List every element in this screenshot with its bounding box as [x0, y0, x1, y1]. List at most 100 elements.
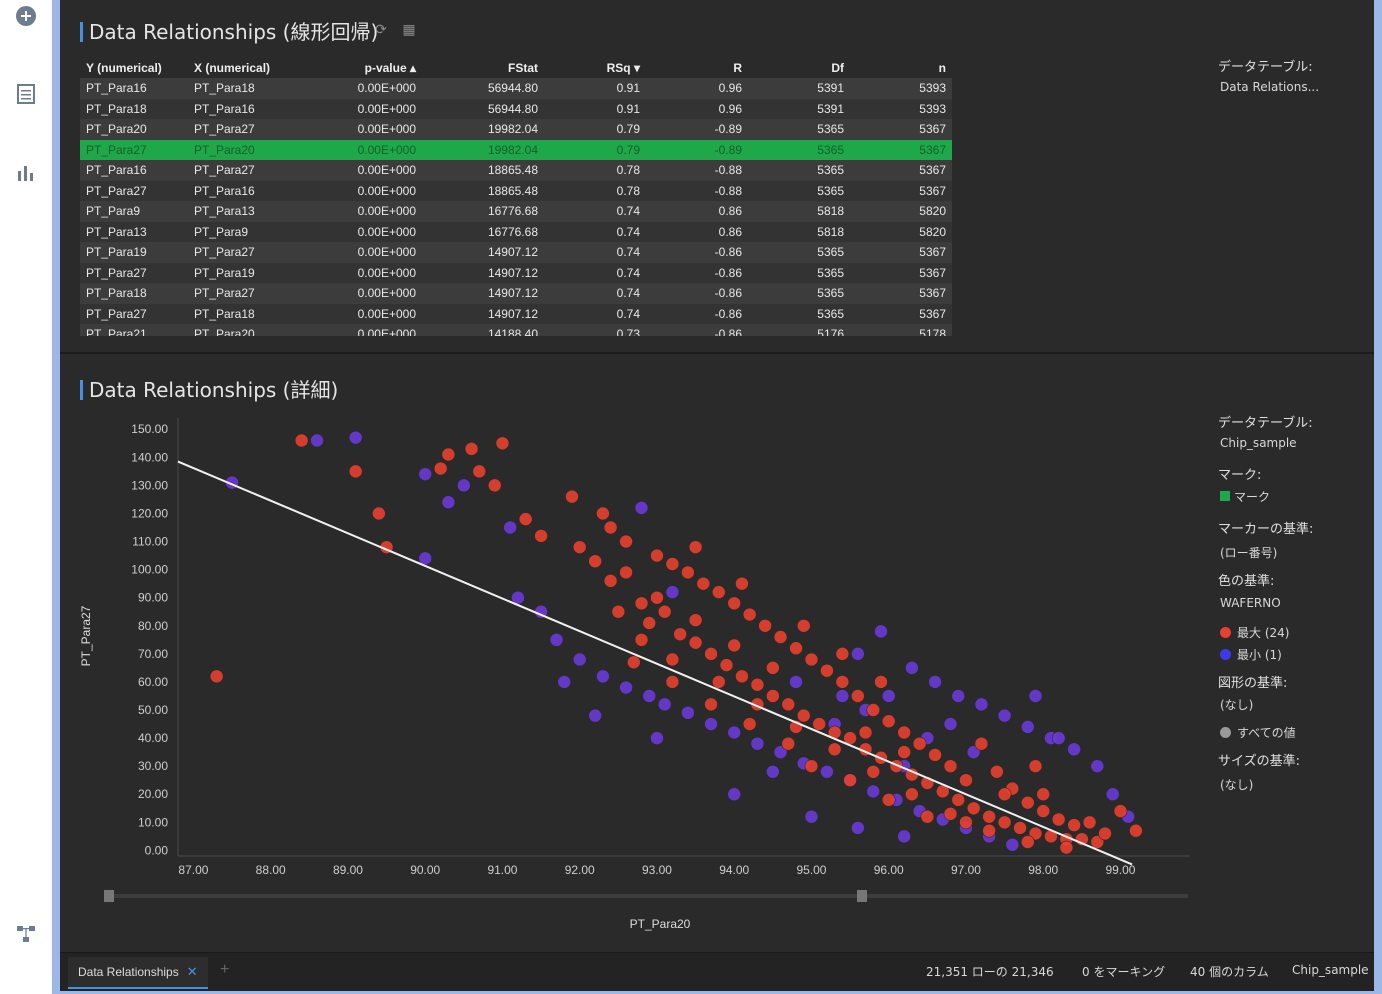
bar-chart-icon[interactable] [14, 160, 38, 184]
max-series-point[interactable] [781, 736, 796, 751]
max-series-point[interactable] [704, 647, 718, 661]
status-columns[interactable]: 40 個のカラム [1190, 965, 1269, 979]
min-series-point[interactable] [1005, 837, 1020, 852]
max-series-point[interactable] [650, 548, 664, 563]
max-series-point[interactable] [572, 540, 587, 554]
legend-size-value[interactable]: (なし) [1220, 778, 1254, 792]
max-series-point[interactable] [881, 714, 896, 729]
min-series-point[interactable] [881, 689, 896, 703]
min-series-point[interactable] [766, 764, 780, 779]
table-row[interactable]: PT_Para16 PT_Para27 0.00E+000 18865.48 0.78-… [80, 160, 952, 181]
max-series-point[interactable] [603, 520, 618, 535]
scatter-plot[interactable]: 0.00 10.00 20.00 30.00 40.00 50.00 60.00 70.00 8… [60, 396, 1200, 956]
max-series-point[interactable] [920, 809, 935, 824]
max-series-point[interactable] [974, 736, 989, 751]
table-row[interactable]: PT_Para27 PT_Para18 0.00E+000 14907.12 0.74-… [80, 303, 952, 324]
min-series-point[interactable] [418, 467, 433, 481]
min-series-point[interactable] [820, 764, 834, 779]
table-row[interactable]: PT_Para18 PT_Para16 0.00E+000 56944.80 0.91 0… [80, 98, 952, 119]
table-row-selected[interactable]: PT_Para27 PT_Para20 0.00E+000 19982.04 0.79-… [80, 139, 952, 160]
max-series-point[interactable] [657, 604, 672, 619]
max-series-point[interactable] [634, 633, 649, 647]
max-series-point[interactable] [874, 675, 888, 689]
min-series-point[interactable] [1028, 689, 1043, 703]
calculator-icon[interactable]: ▦ [402, 20, 416, 37]
max-series-point[interactable] [711, 585, 726, 599]
min-series-point[interactable] [572, 652, 587, 667]
column-header[interactable]: X (numerical) [194, 61, 271, 75]
max-series-point[interactable] [742, 607, 757, 622]
min-series-point[interactable] [348, 430, 363, 445]
max-series-point[interactable] [750, 677, 765, 692]
max-series-point[interactable] [619, 565, 633, 580]
max-series-point[interactable] [681, 565, 695, 580]
min-series-point[interactable] [1051, 731, 1066, 745]
min-series-point[interactable] [619, 680, 633, 695]
legend-min-item[interactable]: 最小 (1) [1220, 646, 1282, 663]
column-header[interactable]: Df [831, 61, 844, 75]
max-series-point[interactable] [835, 647, 850, 661]
max-series-point[interactable] [881, 793, 896, 807]
max-series-point[interactable] [487, 478, 502, 493]
max-series-point[interactable] [634, 596, 649, 611]
table-row[interactable]: PT_Para21 PT_Para20 0.00E+000 14188.40 0.73-… [80, 324, 952, 336]
max-series-point[interactable] [704, 697, 718, 712]
max-series-point[interactable] [959, 815, 973, 830]
max-series-point[interactable] [665, 652, 680, 667]
max-series-point[interactable] [611, 604, 626, 619]
min-series-point[interactable] [727, 725, 742, 740]
min-series-point[interactable] [634, 501, 649, 515]
max-series-point[interactable] [1113, 804, 1128, 818]
min-series-point[interactable] [951, 689, 966, 703]
max-series-point[interactable] [966, 801, 981, 816]
max-series-point[interactable] [897, 725, 911, 740]
max-series-point[interactable] [619, 534, 633, 549]
panel-divider[interactable] [60, 352, 1374, 354]
max-series-point[interactable] [596, 506, 610, 521]
tab-data-relationships[interactable]: Data Relationships ✕ [68, 957, 208, 989]
max-series-point[interactable] [796, 708, 811, 723]
max-series-point[interactable] [858, 725, 873, 740]
column-header[interactable]: R [733, 61, 742, 75]
max-series-point[interactable] [688, 540, 703, 554]
max-series-point[interactable] [565, 489, 579, 504]
max-series-point[interactable] [534, 529, 548, 543]
max-series-point[interactable] [812, 717, 826, 731]
max-series-point[interactable] [372, 506, 386, 521]
min-series-point[interactable] [503, 520, 517, 535]
table-row[interactable]: PT_Para27 PT_Para16 0.00E+000 18865.48 0.78-… [80, 180, 952, 201]
max-series-point[interactable] [866, 764, 881, 779]
status-marking[interactable]: 0 をマーキング [1082, 965, 1166, 979]
max-series-point[interactable] [433, 461, 448, 476]
max-series-point[interactable] [758, 618, 772, 633]
min-series-point[interactable] [905, 661, 919, 675]
table-row[interactable]: PT_Para27 PT_Para19 0.00E+000 14907.12 0.74-… [80, 262, 952, 283]
max-series-point[interactable] [1028, 759, 1043, 773]
min-series-point[interactable] [704, 717, 718, 731]
max-series-point[interactable] [796, 618, 811, 633]
max-series-point[interactable] [897, 745, 911, 759]
min-series-point[interactable] [835, 689, 850, 703]
max-series-point[interactable] [472, 464, 487, 479]
min-series-point[interactable] [997, 708, 1012, 723]
min-series-point[interactable] [1105, 787, 1120, 802]
min-series-point[interactable] [727, 787, 742, 802]
column-header[interactable]: FStat [508, 61, 538, 75]
max-series-point[interactable] [348, 464, 363, 479]
max-series-point[interactable] [1059, 840, 1074, 855]
legend-marker-value[interactable]: (ロー番号) [1220, 546, 1278, 560]
max-series-point[interactable] [1028, 826, 1043, 841]
max-series-point[interactable] [959, 773, 973, 787]
min-series-point[interactable] [974, 697, 989, 712]
data-flow-icon[interactable] [14, 922, 38, 946]
min-series-point[interactable] [457, 478, 471, 493]
max-series-point[interactable] [1036, 787, 1051, 802]
max-series-point[interactable] [827, 742, 842, 757]
max-series-point[interactable] [1051, 812, 1066, 827]
min-series-point[interactable] [665, 585, 680, 599]
min-series-point[interactable] [966, 745, 981, 759]
max-series-point[interactable] [719, 658, 734, 672]
min-series-point[interactable] [866, 784, 881, 799]
min-series-point[interactable] [750, 736, 765, 751]
max-series-point[interactable] [1098, 826, 1112, 841]
